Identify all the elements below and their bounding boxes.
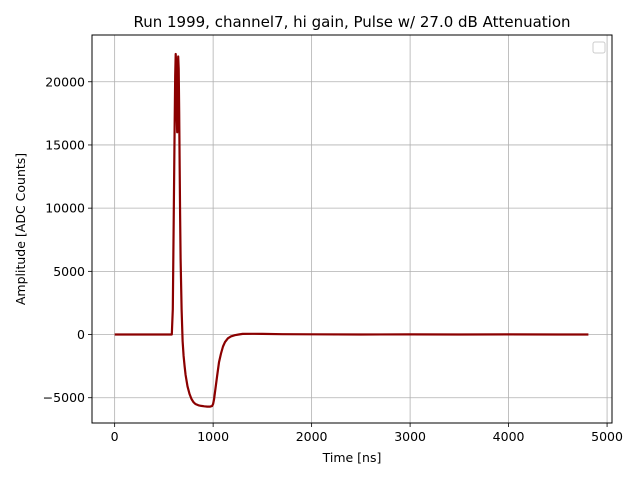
plot-area [92,35,612,423]
x-tick-label: 4000 [493,429,525,444]
legend-box [592,41,606,54]
y-tick-label: 15000 [45,137,85,152]
series-group [114,52,589,408]
y-tick-label: 5000 [53,264,85,279]
x-tick-label: 1000 [197,429,229,444]
y-axis-label: Amplitude [ADC Counts] [13,153,28,305]
y-axis-ticks: −5000 0 5000 10000 15000 20000 [43,74,92,405]
series-line [114,52,589,408]
y-tick-label: 20000 [45,74,85,89]
x-axis-label: Time [ns] [322,450,382,465]
plot-frame [91,34,613,424]
y-tick-label: 10000 [45,201,85,216]
x-tick-label: 5000 [591,429,623,444]
x-tick-label: 0 [111,429,119,444]
x-tick-label: 3000 [394,429,426,444]
y-tick-label: −5000 [43,390,85,405]
x-tick-label: 2000 [296,429,328,444]
x-axis-ticks: 0 1000 2000 3000 4000 5000 [111,423,623,444]
y-tick-label: 0 [77,327,85,342]
grid-lines [92,35,612,423]
chart-title: Run 1999, channel7, hi gain, Pulse w/ 27… [133,13,570,31]
